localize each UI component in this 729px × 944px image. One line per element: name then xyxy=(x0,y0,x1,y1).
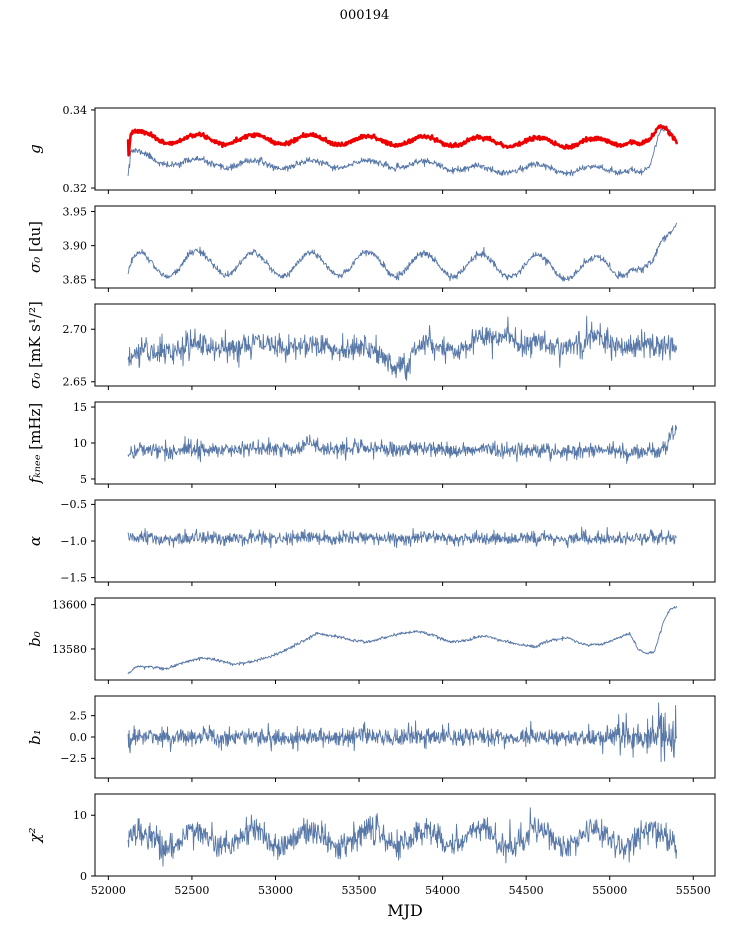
y-tick-label: 2.70 xyxy=(63,323,88,336)
series-sigma0-mk xyxy=(127,315,678,381)
y-tick-label: 3.95 xyxy=(63,205,88,218)
y-axis-label-sigma0-mk: σ₀ [mK s¹/²] xyxy=(26,301,44,389)
x-tick-label: 55500 xyxy=(676,884,711,897)
series-sigma0-du xyxy=(127,222,678,282)
x-tick-label: 54000 xyxy=(425,884,460,897)
y-axis-label-fknee: fₖₙₑₑ [mHz] xyxy=(26,403,44,484)
subplot-b0: 13580 13600 b₀ xyxy=(26,597,716,684)
axes-frame xyxy=(94,793,716,877)
y-tick-label: 13600 xyxy=(52,598,87,611)
y-tick-label: 2.5 xyxy=(70,709,88,722)
x-tick-label: 52000 xyxy=(91,884,126,897)
series-fknee xyxy=(127,424,678,464)
x-tick-label: 54500 xyxy=(509,884,544,897)
series-g-thick xyxy=(126,124,678,157)
y-tick-label: 10 xyxy=(73,809,87,822)
series-b0 xyxy=(127,605,678,675)
y-axis-label-g: g xyxy=(26,144,44,154)
series-g-thin xyxy=(127,125,678,177)
x-tick-label: 55000 xyxy=(592,884,627,897)
y-tick-label: −2.5 xyxy=(60,752,87,765)
axes-frame xyxy=(94,205,716,289)
subplot-sigma0-du: 3.85 3.90 3.95 σ₀ [du] xyxy=(26,205,716,292)
y-axis-label-alpha: α xyxy=(26,536,44,546)
y-axis-label-b1: b₁ xyxy=(26,729,44,745)
axes-frame xyxy=(94,597,716,681)
subplot-sigma0-mk: 2.65 2.70 σ₀ [mK s¹/²] xyxy=(26,301,716,390)
y-tick-label: −1.5 xyxy=(60,571,87,584)
y-tick-label: 3.90 xyxy=(63,239,88,252)
y-tick-label: 5 xyxy=(80,473,87,486)
axes-frame xyxy=(94,107,716,191)
subplot-b1: −2.5 0.0 2.5 b₁ xyxy=(26,695,716,782)
subplot-g: 0.32 0.34 g xyxy=(26,104,716,195)
axes-frame xyxy=(94,303,716,387)
series-b1 xyxy=(127,702,678,763)
subplot-fknee: 5 10 15 fₖₙₑₑ [mHz] xyxy=(26,401,716,488)
y-axis-label-b0: b₀ xyxy=(26,631,44,647)
y-axis-label-sigma0-du: σ₀ [du] xyxy=(26,221,44,273)
subplot-alpha: −1.5 −1.0 −0.5 α xyxy=(26,498,716,586)
series-alpha xyxy=(127,526,678,549)
y-tick-label: 13580 xyxy=(52,643,87,656)
x-tick-label: 53000 xyxy=(258,884,293,897)
figure-title: 000194 xyxy=(339,8,390,23)
y-tick-label: 0.0 xyxy=(70,731,88,744)
y-tick-label: 0.34 xyxy=(63,104,88,117)
y-tick-label: 15 xyxy=(73,401,87,414)
y-tick-label: 2.65 xyxy=(63,376,88,389)
y-tick-label: −1.0 xyxy=(60,535,87,548)
y-tick-label: 0 xyxy=(80,870,87,883)
y-tick-label: 3.85 xyxy=(63,274,88,287)
y-tick-label: 10 xyxy=(73,437,87,450)
x-axis-label: MJD xyxy=(387,901,423,920)
x-tick-label: 53500 xyxy=(342,884,377,897)
y-tick-label: 0.32 xyxy=(63,182,88,195)
series-chi2 xyxy=(127,807,678,867)
y-tick-label: −0.5 xyxy=(60,498,87,511)
y-axis-label-chi2: χ² xyxy=(26,827,44,843)
x-tick-label: 52500 xyxy=(174,884,209,897)
subplot-chi2: 0 10 χ² 52000 52500 53000 53500 54000 54500 55000… xyxy=(26,793,716,897)
